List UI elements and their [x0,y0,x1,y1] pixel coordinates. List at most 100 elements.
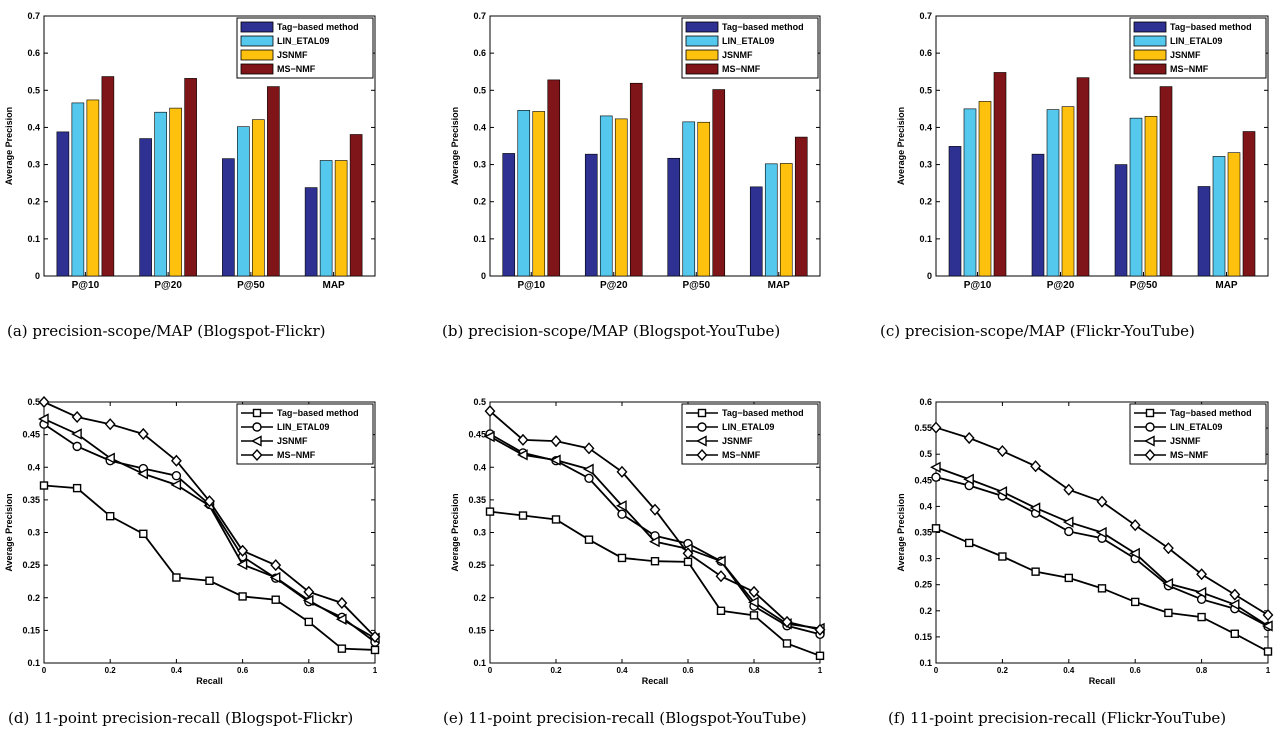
point-tag-based-method [139,529,148,539]
legend-label-ms-nmf: MS−NMF [1170,64,1209,74]
legend-swatch-ms-nmf [1133,63,1167,75]
y-tick-label: 0.1 [919,234,932,244]
legend-marker-jsnmf [696,435,707,447]
y-tick-label: 0.3 [919,160,932,170]
y-tick-label: 0.1 [473,658,486,668]
point-tag-based-method [172,573,181,582]
y-tick-label: 0.6 [919,48,932,58]
y-tick-label: 0.25 [468,560,486,570]
legend-label-ms-nmf: MS−NMF [277,64,316,74]
bar-jsnmf-map [334,160,348,277]
bar-jsnmf-p-10 [532,111,546,277]
y-tick-label: 0 [927,271,932,281]
legend-swatch-lin-etal09 [685,35,719,47]
y-tick-label: 0.5 [27,397,40,407]
legend-marker-lin-etal09 [1145,422,1155,432]
bar-lin-etal09-map [319,160,333,277]
bar-ms-nmf-p-10 [993,72,1007,277]
point-jsnmf [38,413,49,425]
point-ms-nmf [748,585,760,598]
legend-label-lin-etal09: LIN_ETAL09 [722,36,774,46]
point-tag-based-method [998,552,1007,561]
point-tag-based-method [72,483,82,493]
point-tag-based-method [205,576,214,585]
bar-tag-based-method-p-10 [56,131,70,277]
point-jsnmf [335,613,347,625]
bar-lin-etal09-p-10 [517,110,531,277]
point-lin-etal09 [1196,594,1207,605]
y-tick-label: 0.6 [473,48,486,58]
point-lin-etal09 [1263,621,1273,632]
y-tick-label: 0.3 [473,160,486,170]
y-tick-label: 0.4 [27,462,40,472]
point-tag-based-method [965,538,974,548]
legend-label-jsnmf: JSNMF [1170,50,1201,60]
caption-b: (b) precision-scope/MAP (Blogspot-YouTub… [442,322,781,340]
point-lin-etal09 [171,471,182,481]
bar-ms-nmf-map [349,134,363,277]
point-ms-nmf [1196,568,1208,581]
caption-f: (f) 11-point precision-recall (Flickr-Yo… [888,709,1227,727]
point-ms-nmf [237,544,249,557]
bar-jsnmf-map [1227,152,1241,277]
legend-label-jsnmf: JSNMF [1170,436,1201,446]
x-axis-label: Recall [196,676,223,686]
bar-tag-based-method-p-10 [502,153,516,277]
legend-label-jsnmf: JSNMF [277,50,308,60]
point-jsnmf [484,430,495,443]
bar-jsnmf-p-20 [169,107,182,277]
plot-frame [43,15,376,277]
point-jsnmf [814,622,825,635]
y-tick-label: 0.1 [919,658,932,668]
legend-marker-lin-etal09 [697,422,707,432]
bar-lin-etal09-p-50 [1129,117,1143,277]
y-tick-label: 0.5 [919,85,932,95]
y-tick-label: 0.25 [914,580,932,590]
point-tag-based-method [1230,629,1240,638]
bar-lin-etal09-map [764,163,778,277]
plot-frame [935,15,1269,277]
series-line-jsnmf [489,435,821,630]
x-tick-label: P@10 [517,280,545,291]
legend-label-lin-etal09: LIN_ETAL09 [1170,36,1222,46]
point-jsnmf [1162,577,1174,590]
legend-marker-jsnmf [1144,435,1155,447]
legend-marker-lin-etal09 [252,422,262,432]
point-tag-based-method [1064,573,1074,583]
point-tag-based-method [1031,567,1040,576]
bar-tag-based-method-p-20 [139,138,152,277]
point-tag-based-method [551,515,561,524]
point-ms-nmf [517,433,529,446]
legend-marker-tag-based-method [697,408,707,418]
y-tick-label: 0.4 [919,122,932,132]
caption-d: (d) 11-point precision-recall (Blogspot-… [8,709,354,727]
point-jsnmf [1029,502,1041,514]
legend-label-jsnmf: JSNMF [277,436,308,446]
point-ms-nmf [1229,588,1241,601]
point-ms-nmf [814,623,826,636]
bar-ms-nmf-p-50 [267,86,280,277]
legend-box [681,17,819,79]
bar-jsnmf-p-20 [1061,106,1075,277]
bar-lin-etal09-p-20 [1046,109,1060,277]
point-ms-nmf [336,596,348,610]
legend-label-lin-etal09: LIN_ETAL09 [1170,422,1222,432]
point-lin-etal09 [716,556,726,566]
point-jsnmf [781,618,792,630]
point-tag-based-method [782,639,792,648]
bar-lin-etal09-p-50 [682,121,696,277]
y-tick-label: 0.45 [468,430,486,440]
y-tick-label: 0.2 [27,197,40,207]
point-jsnmf [137,468,149,480]
point-ms-nmf [649,503,661,516]
point-lin-etal09 [1030,508,1041,518]
x-tick-label: P@10 [72,280,100,291]
bar-lin-etal09-p-10 [963,108,977,277]
x-tick-label: 1 [373,666,378,675]
y-tick-label: 0.4 [919,501,932,511]
y-tick-label: 0 [481,271,486,281]
